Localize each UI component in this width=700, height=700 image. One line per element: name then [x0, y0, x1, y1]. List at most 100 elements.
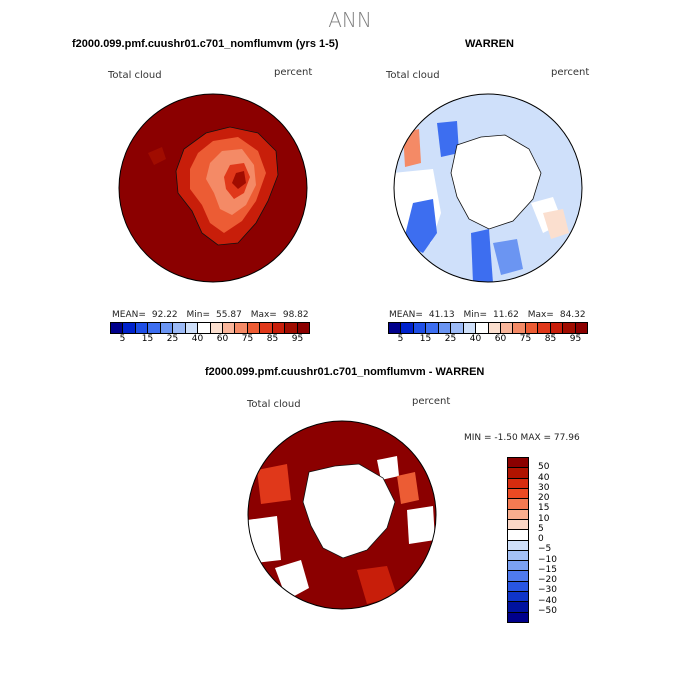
- max-label: Max=: [250, 310, 277, 320]
- variable-label: Total cloud: [386, 70, 440, 81]
- colorbar-swatch: [160, 323, 174, 333]
- colorbar-swatch: [198, 323, 211, 333]
- max-label: Max=: [527, 310, 554, 320]
- colorbar-swatch: [297, 323, 309, 333]
- colorbar-ticks: 50 40 30 20 15 10 5 0 −5 −10 −15 −20 −30 −40 −50: [538, 457, 578, 621]
- colorbar-swatch: [476, 323, 489, 333]
- colorbar-tick-label: 50: [538, 462, 550, 473]
- colorbar-tick-label: 60: [216, 334, 229, 344]
- page-title: ANN: [328, 8, 372, 32]
- colorbar-tick-label: −5: [538, 544, 552, 555]
- colorbar-swatch: [525, 323, 539, 333]
- colorbar-swatch: [247, 323, 261, 333]
- colorbar-swatch: [260, 323, 273, 333]
- units-label: percent: [412, 396, 451, 407]
- colorbar-swatch: [538, 323, 551, 333]
- colorbar-tick-label: −50: [538, 605, 557, 616]
- polar-map-obs: [393, 93, 583, 283]
- colorbar-swatch: [513, 323, 526, 333]
- variable-label: Total cloud: [247, 399, 301, 410]
- colorbar-tick-label: 25: [166, 334, 179, 344]
- colorbar-swatches: [388, 322, 588, 334]
- colorbar-swatch: [508, 561, 528, 572]
- colorbar-tick-label: 95: [291, 334, 304, 344]
- colorbar-tick-label: 10: [538, 513, 550, 524]
- colorbar-obs: 5 15 25 40 60 75 85 95: [388, 322, 588, 346]
- colorbar-tick-label: 0: [538, 534, 544, 544]
- min-value: 55.87: [216, 310, 242, 320]
- mean-label: MEAN=: [389, 310, 423, 320]
- polar-map-diff: [247, 420, 437, 610]
- colorbar-swatch: [210, 323, 223, 333]
- colorbar-swatch: [563, 323, 576, 333]
- colorbar-swatch: [508, 509, 528, 520]
- stats-line-diff: MIN = -1.50 MAX = 77.96: [464, 433, 580, 443]
- colorbar-tick-label: 60: [494, 334, 507, 344]
- colorbar-swatch: [508, 468, 528, 479]
- colorbar-tick-label: −20: [538, 575, 557, 585]
- colorbar-tick-label: 75: [519, 334, 532, 344]
- colorbar-tick-label: 15: [419, 334, 432, 344]
- colorbar-tick-label: 15: [538, 503, 550, 514]
- max-value: 84.32: [559, 310, 586, 320]
- colorbar-swatch: [550, 323, 564, 333]
- colorbar-tick-label: 75: [241, 334, 254, 344]
- mean-label: MEAN=: [112, 310, 146, 320]
- colorbar-swatch: [222, 323, 236, 333]
- colorbar-tick-label: 40: [538, 472, 550, 483]
- colorbar-swatch: [401, 323, 414, 333]
- colorbar-swatch: [508, 488, 528, 500]
- colorbar-swatch: [508, 602, 528, 613]
- units-label: percent: [274, 67, 313, 78]
- colorbar-tick-label: 40: [191, 334, 204, 344]
- colorbar-swatch: [123, 323, 136, 333]
- panel-title-model: f2000.099.pmf.cuushr01.c701_nomflumvm (y…: [72, 38, 339, 50]
- colorbar-tick-label: 25: [444, 334, 457, 344]
- mean-value: 41.13: [428, 310, 455, 320]
- colorbar-swatch: [235, 323, 248, 333]
- colorbar-swatch: [508, 612, 528, 622]
- colorbar-swatch: [111, 323, 124, 333]
- colorbar-swatches: [507, 457, 529, 623]
- colorbar-swatch: [173, 323, 186, 333]
- colorbar-swatch: [508, 499, 528, 510]
- colorbar-swatch: [426, 323, 439, 333]
- colorbar-tick-label: 95: [569, 334, 582, 344]
- colorbar-swatch: [148, 323, 161, 333]
- min-label: Min=: [186, 310, 211, 320]
- colorbar-swatch: [413, 323, 427, 333]
- min-value: 11.62: [493, 310, 519, 320]
- colorbar-tick-label: −15: [538, 564, 557, 575]
- colorbar-swatch: [508, 530, 528, 541]
- colorbar-swatch: [508, 592, 528, 603]
- colorbar-model: 5 15 25 40 60 75 85 95: [110, 322, 310, 346]
- colorbar-tick-label: −10: [538, 554, 557, 565]
- mean-value: 92.22: [151, 310, 178, 320]
- colorbar-swatch: [438, 323, 452, 333]
- colorbar-ticks: 5 15 25 40 60 75 85 95: [110, 334, 310, 346]
- min-label: Min=: [463, 310, 488, 320]
- colorbar-tick-label: 5: [397, 334, 404, 344]
- colorbar-diff: [507, 457, 529, 623]
- colorbar-swatch: [500, 323, 514, 333]
- colorbar-swatches: [110, 322, 310, 334]
- colorbar-tick-label: 20: [538, 493, 550, 503]
- colorbar-tick-label: −40: [538, 595, 557, 606]
- colorbar-swatch: [488, 323, 501, 333]
- colorbar-swatch: [285, 323, 298, 333]
- colorbar-tick-label: 5: [119, 334, 126, 344]
- panel-title-obs: WARREN: [465, 38, 514, 50]
- colorbar-swatch: [508, 478, 528, 489]
- colorbar-tick-label: 85: [544, 334, 557, 344]
- colorbar-swatch: [451, 323, 464, 333]
- colorbar-swatch: [508, 550, 528, 562]
- colorbar-tick-label: 5: [538, 523, 544, 534]
- colorbar-swatch: [508, 519, 528, 531]
- colorbar-swatch: [389, 323, 402, 333]
- stats-line-model: MEAN= 92.22 Min= 55.87 Max= 98.82: [112, 310, 315, 320]
- colorbar-swatch: [463, 323, 477, 333]
- colorbar-ticks: 5 15 25 40 60 75 85 95: [388, 334, 588, 346]
- units-label: percent: [551, 67, 590, 78]
- polar-map-model: [118, 93, 308, 283]
- max-value: 98.82: [282, 310, 309, 320]
